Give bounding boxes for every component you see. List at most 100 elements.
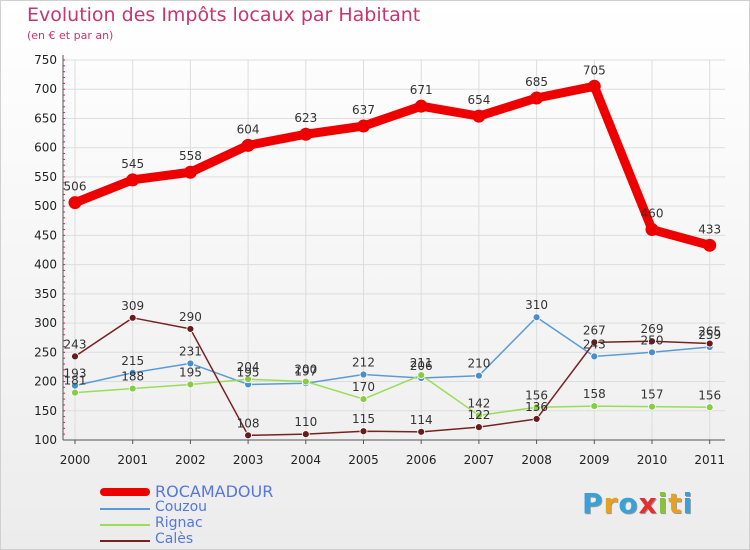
data-label: 265 (698, 325, 721, 339)
legend-swatch (100, 540, 150, 542)
data-point[interactable] (532, 415, 541, 423)
x-tick-label: 2011 (694, 453, 725, 467)
data-label: 250 (641, 333, 664, 347)
y-tick-label: 200 (34, 375, 57, 389)
data-label: 188 (121, 370, 144, 384)
data-label: 267 (583, 323, 606, 337)
x-tick-label: 2001 (117, 453, 148, 467)
data-label: 195 (237, 365, 260, 379)
data-label: 290 (179, 310, 202, 324)
x-tick-label: 2010 (637, 453, 668, 467)
y-tick-label: 700 (34, 82, 57, 96)
data-label: 197 (294, 364, 317, 378)
data-point[interactable] (71, 352, 79, 361)
data-point[interactable] (359, 370, 368, 379)
data-point[interactable] (590, 352, 599, 361)
data-label: 200 (294, 363, 317, 377)
data-label: 460 (641, 207, 664, 221)
data-point[interactable] (71, 388, 79, 397)
data-point[interactable] (417, 371, 426, 380)
y-tick-label: 100 (34, 433, 57, 447)
data-label: 108 (237, 416, 260, 430)
data-point[interactable] (359, 395, 368, 403)
y-tick-label: 250 (34, 345, 57, 359)
data-point[interactable] (186, 359, 195, 368)
legend-label: Calès (155, 531, 194, 547)
data-point[interactable] (474, 423, 483, 432)
y-tick-label: 550 (34, 170, 57, 184)
data-point[interactable] (705, 403, 714, 412)
data-label: 506 (64, 180, 87, 194)
data-point[interactable] (648, 402, 656, 411)
data-label: 158 (583, 387, 606, 401)
data-label: 433 (698, 222, 721, 236)
y-tick-label: 350 (34, 287, 57, 301)
data-label: 114 (410, 413, 433, 427)
data-point[interactable] (299, 127, 313, 141)
data-point[interactable] (590, 402, 599, 410)
y-tick-label: 300 (34, 316, 57, 330)
data-point[interactable] (532, 403, 541, 412)
data-label: 193 (64, 367, 87, 381)
data-point[interactable] (532, 313, 541, 322)
data-point[interactable] (68, 196, 82, 210)
data-point[interactable] (703, 238, 717, 252)
series-line-couzou[interactable] (74, 316, 711, 387)
y-tick-label: 500 (34, 199, 57, 213)
data-point[interactable] (474, 371, 483, 380)
data-point[interactable] (648, 348, 656, 357)
data-point[interactable] (301, 430, 310, 439)
x-tick-label: 2004 (291, 453, 322, 467)
series-line-rocamadour[interactable] (70, 81, 715, 250)
x-tick-label: 2007 (464, 453, 495, 467)
data-label: 211 (410, 356, 433, 370)
data-point[interactable] (472, 109, 486, 123)
x-tick-label: 2000 (60, 453, 91, 467)
data-point[interactable] (590, 338, 599, 347)
data-label: 243 (64, 337, 87, 351)
data-label: 195 (179, 365, 202, 379)
data-point[interactable] (587, 79, 601, 93)
logo-letter: o (618, 487, 639, 520)
data-label: 545 (121, 157, 144, 171)
data-point[interactable] (414, 99, 428, 113)
y-tick-label: 650 (34, 111, 57, 125)
data-point[interactable] (128, 368, 137, 377)
data-point[interactable] (359, 427, 368, 436)
data-point[interactable] (474, 411, 483, 420)
data-point[interactable] (648, 337, 656, 346)
data-point[interactable] (530, 91, 544, 105)
data-point[interactable] (126, 173, 140, 187)
legend-swatch (100, 488, 150, 496)
logo-letter: P (582, 487, 604, 520)
data-point[interactable] (301, 377, 310, 386)
data-label: 654 (467, 93, 490, 107)
proxiti-logo: Proxiti (582, 487, 693, 520)
data-point[interactable] (241, 138, 255, 152)
data-label: 181 (64, 374, 87, 388)
data-point[interactable] (705, 339, 714, 348)
data-point[interactable] (357, 119, 370, 133)
data-label: 204 (237, 360, 260, 374)
series-line-rignac[interactable] (74, 374, 711, 417)
data-point[interactable] (186, 380, 195, 389)
logo-letter: i (682, 487, 694, 520)
data-label: 637 (352, 103, 375, 117)
chart-title: Evolution des Impôts locaux par Habitant (27, 4, 421, 26)
data-label: 156 (698, 388, 721, 402)
x-tick-label: 2008 (521, 453, 552, 467)
data-point[interactable] (417, 427, 426, 436)
data-point[interactable] (244, 375, 253, 384)
data-point[interactable] (244, 431, 253, 440)
data-point[interactable] (645, 223, 659, 237)
series-line-calès[interactable] (74, 317, 711, 437)
data-point[interactable] (183, 165, 197, 179)
data-point[interactable] (128, 313, 137, 322)
data-point[interactable] (186, 325, 195, 333)
data-label: 156 (525, 388, 548, 402)
data-label: 558 (179, 149, 202, 163)
data-point[interactable] (128, 384, 137, 393)
data-label: 215 (121, 354, 144, 368)
